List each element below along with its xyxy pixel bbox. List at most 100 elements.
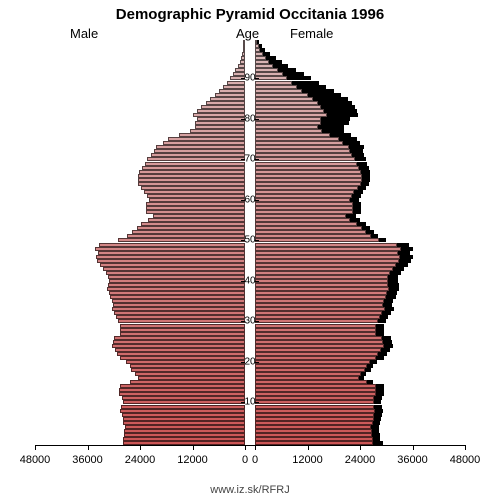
female-bar	[255, 311, 382, 315]
y-tick-label: 40	[235, 275, 265, 286]
female-bar	[255, 186, 358, 190]
female-bar	[255, 372, 361, 376]
female-bar	[255, 380, 367, 384]
female-bar	[255, 214, 346, 218]
male-bar	[138, 174, 245, 178]
female-bar	[255, 405, 374, 409]
female-bar	[255, 364, 367, 368]
male-bar	[153, 214, 245, 218]
male-bar	[141, 222, 245, 226]
male-bar	[147, 157, 245, 161]
male-bar	[119, 388, 245, 392]
male-bar	[120, 409, 245, 413]
female-bar	[255, 44, 259, 48]
female-bar	[255, 255, 400, 259]
male-bar	[119, 392, 245, 396]
male-bar	[108, 283, 245, 287]
female-bar	[255, 109, 324, 113]
female-bar	[255, 299, 384, 303]
female-bar	[255, 275, 388, 279]
female-bar	[255, 52, 263, 56]
female-bar	[255, 413, 374, 417]
female-bar	[255, 425, 371, 429]
male-bar	[190, 129, 245, 133]
male-bar	[115, 348, 245, 352]
female-bar	[255, 48, 260, 52]
male-bar	[95, 247, 245, 251]
female-bar	[255, 68, 278, 72]
female-bar	[255, 368, 365, 372]
male-bar	[123, 421, 245, 425]
male-bar	[122, 413, 245, 417]
y-tick	[255, 240, 259, 241]
male-bar	[121, 405, 245, 409]
y-tick	[255, 78, 259, 79]
y-tick	[241, 281, 245, 282]
male-bar	[197, 109, 245, 113]
label-male: Male	[70, 26, 98, 41]
y-tick	[241, 159, 245, 160]
y-tick-label: 80	[235, 113, 265, 124]
male-bar	[98, 251, 245, 255]
male-bar	[118, 319, 245, 323]
male-bar	[141, 186, 245, 190]
female-bar	[255, 384, 376, 388]
female-bar	[255, 315, 380, 319]
x-tick-label: 48000	[450, 454, 481, 466]
y-tick	[255, 321, 259, 322]
male-bar	[132, 230, 245, 234]
female-bar	[255, 287, 389, 291]
male-bar	[151, 153, 245, 157]
female-bar	[255, 129, 322, 133]
female-bar	[255, 56, 266, 60]
male-bar	[138, 182, 245, 186]
male-bar	[242, 52, 245, 56]
female-bar	[255, 182, 361, 186]
y-tick	[241, 321, 245, 322]
female-bar	[255, 149, 350, 153]
female-bar	[255, 267, 393, 271]
y-tick	[255, 362, 259, 363]
x-tick-label: 12000	[177, 454, 208, 466]
female-bar	[255, 319, 378, 323]
male-bar	[103, 267, 245, 271]
male-bar	[118, 238, 245, 242]
y-tick	[241, 402, 245, 403]
male-bar	[145, 162, 245, 166]
female-bar	[255, 437, 373, 441]
male-bar	[238, 64, 245, 68]
female-bar	[255, 64, 273, 68]
female-bar	[255, 348, 381, 352]
female-bar	[255, 328, 376, 332]
female-bar	[255, 230, 366, 234]
male-bar	[138, 178, 245, 182]
male-bar	[116, 315, 245, 319]
female-bar	[255, 198, 350, 202]
female-bar	[255, 145, 349, 149]
male-bar	[99, 243, 245, 247]
male-bar	[163, 141, 245, 145]
x-tick-label: 36000	[397, 454, 428, 466]
female-bar	[255, 137, 339, 141]
female-bar	[255, 174, 362, 178]
male-bar	[130, 364, 246, 368]
male-bar	[219, 89, 245, 93]
x-tick	[88, 445, 89, 450]
male-bar	[114, 311, 245, 315]
x-tick	[255, 445, 256, 450]
male-bar	[135, 372, 245, 376]
female-bar	[255, 295, 386, 299]
y-tick	[241, 240, 245, 241]
female-bar	[255, 340, 383, 344]
female-bar	[255, 40, 257, 44]
female-bar	[255, 263, 396, 267]
x-tick	[308, 445, 309, 450]
male-bar	[148, 218, 245, 222]
female-bar	[255, 238, 379, 242]
male-bar	[97, 259, 245, 263]
female-bar	[255, 85, 297, 89]
female-bar	[255, 243, 397, 247]
female-bar	[255, 352, 378, 356]
footer-url: www.iz.sk/RFRJ	[0, 484, 500, 496]
female-bar	[255, 210, 353, 214]
